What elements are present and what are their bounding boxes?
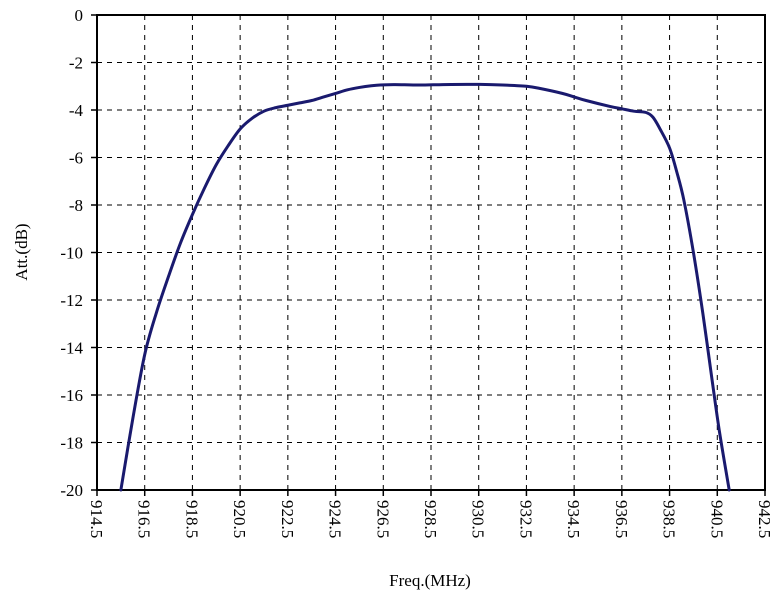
x-tick-label: 918.5 xyxy=(182,500,201,538)
x-axis-label: Freq.(MHz) xyxy=(389,571,471,590)
x-tick-label: 932.5 xyxy=(516,500,535,538)
y-tick-label: -6 xyxy=(69,149,83,168)
x-tick-label: 938.5 xyxy=(660,500,679,538)
x-tick-label: 920.5 xyxy=(230,500,249,538)
grid-lines xyxy=(97,15,765,490)
x-tick-labels: 914.5 916.5 918.5 920.5 922.5 924.5 926.5 928.5… xyxy=(87,500,773,538)
x-tick-label: 924.5 xyxy=(326,500,345,538)
x-tick-label: 940.5 xyxy=(707,500,726,538)
x-tick-label: 934.5 xyxy=(564,500,583,538)
y-tick-label: -12 xyxy=(60,291,83,310)
plot-area-frame xyxy=(96,14,766,491)
series-layer xyxy=(119,82,731,492)
y-tick-label: -14 xyxy=(60,339,83,358)
y-tick-label: -8 xyxy=(69,196,83,215)
x-tick-label: 926.5 xyxy=(373,500,392,538)
y-tick-label: -10 xyxy=(60,244,83,263)
y-tick-label: -18 xyxy=(60,434,83,453)
x-tick-label: 928.5 xyxy=(421,500,440,538)
series-line xyxy=(119,82,731,492)
y-tick-label: -16 xyxy=(60,386,83,405)
x-tick-label: 936.5 xyxy=(612,500,631,538)
x-tick-label: 916.5 xyxy=(135,500,154,538)
x-tick-label: 942.5 xyxy=(755,500,773,538)
y-tick-label: -4 xyxy=(69,101,84,120)
y-tick-label: -2 xyxy=(69,54,83,73)
y-tick-label: -20 xyxy=(60,481,83,500)
x-tick-label: 930.5 xyxy=(469,500,488,538)
y-tick-label: 0 xyxy=(75,6,84,25)
x-tick-label: 914.5 xyxy=(87,500,106,538)
y-tick-labels: 0 -2 -4 -6 -8 -10 -12 -14 -16 -18 -20 xyxy=(60,6,83,500)
y-axis-label: Att.(dB) xyxy=(12,223,31,280)
x-tick-label: 922.5 xyxy=(278,500,297,538)
